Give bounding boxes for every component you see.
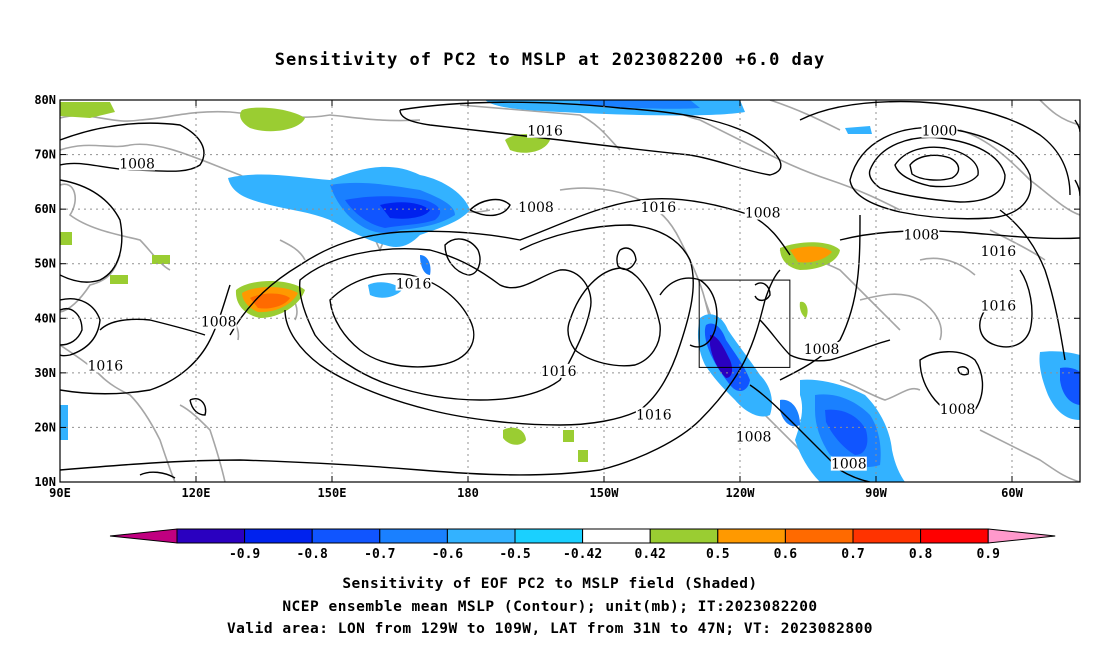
contour-label: 1008 xyxy=(518,200,554,216)
lon-tick-label: 60W xyxy=(1001,486,1023,500)
colorbar-segment xyxy=(784,528,854,544)
colorbar-segment xyxy=(920,528,989,544)
contour-label: 1016 xyxy=(396,277,432,293)
contour-label-bg xyxy=(830,456,867,471)
contour-label-bg xyxy=(395,276,432,291)
colorbar-segment xyxy=(649,528,719,544)
colorbar-segment xyxy=(446,528,516,544)
map-plot-area: 1008 1016 1000 1008 1016 1008 1008 1016 1016 1016… xyxy=(60,100,1080,482)
lat-tick-label: 10N xyxy=(34,475,56,489)
contour-label: 1008 xyxy=(745,206,781,222)
coastlines xyxy=(60,100,1080,482)
colorbar-label: -0.42 xyxy=(563,547,602,562)
contour-label-bg xyxy=(87,358,124,373)
lat-tick-label: 50N xyxy=(34,257,56,271)
contour-label: 1016 xyxy=(981,244,1017,260)
contour-label-bg xyxy=(980,243,1017,258)
page-title: Sensitivity of PC2 to MSLP at 2023082200… xyxy=(274,50,826,70)
colorbar-segment xyxy=(582,528,651,544)
contour-label-bg xyxy=(803,342,840,357)
caption-line-1: Sensitivity of EOF PC2 to MSLP field (Sh… xyxy=(342,576,758,592)
colorbar-label: -0.8 xyxy=(297,547,328,562)
contour-label: 1008 xyxy=(940,402,976,418)
contour-labels: 1008 1016 1000 1008 1016 1008 1008 1016 1016 1016… xyxy=(87,123,1017,473)
colorbar-segment xyxy=(379,528,448,544)
contour-label-bg xyxy=(921,123,958,138)
lon-tick-label: 150E xyxy=(318,486,347,500)
contour-label-bg xyxy=(119,156,156,171)
contour-label: 1016 xyxy=(641,200,677,216)
contour-label: 1008 xyxy=(119,156,155,172)
colorbar-label: -0.6 xyxy=(432,547,463,562)
contour-label: 1008 xyxy=(831,457,867,473)
colorbar xyxy=(109,528,1056,544)
colorbar-segment xyxy=(852,528,922,544)
colorbar-label: 0.9 xyxy=(976,547,999,562)
colorbar-segment xyxy=(717,528,786,544)
contour-label-bg xyxy=(518,200,554,215)
lat-tick-label: 60N xyxy=(34,202,56,216)
contour-label: 1016 xyxy=(636,408,672,424)
lon-tick-label: 90E xyxy=(49,486,71,500)
colorbar-label: 0.42 xyxy=(635,547,666,562)
lat-tick-label: 70N xyxy=(34,148,56,162)
valid-area-box xyxy=(698,279,791,368)
contour-label: 1008 xyxy=(736,429,772,445)
lon-tick-label: 150W xyxy=(590,486,620,500)
contour-label-bg xyxy=(200,314,237,329)
contour-label: 1016 xyxy=(541,364,577,380)
caption-line-3: Valid area: LON from 129W to 109W, LAT f… xyxy=(226,621,874,637)
contour-label-bg xyxy=(540,363,577,378)
colorbar-segment xyxy=(244,528,313,544)
contour-label-bg xyxy=(939,402,976,417)
colorbar-segment xyxy=(311,528,381,544)
lon-tick-label: 90W xyxy=(865,486,887,500)
contour-label: 1000 xyxy=(922,124,958,140)
contour-label: 1008 xyxy=(201,315,237,331)
lon-tick-label: 120E xyxy=(182,486,211,500)
lat-tick-label: 80N xyxy=(34,93,56,107)
contour-label: 1008 xyxy=(804,342,840,358)
colorbar-low-triangle xyxy=(109,528,178,544)
colorbar-label: 0.8 xyxy=(909,547,933,562)
latitude-axis: 80N 70N 60N 50N 40N 30N 20N 10N xyxy=(34,93,1080,489)
contour-label-bg xyxy=(744,205,781,220)
colorbar-segment xyxy=(176,528,246,544)
lat-tick-label: 20N xyxy=(34,420,56,434)
contour-label-bg xyxy=(980,298,1017,313)
contour-label: 1016 xyxy=(981,298,1017,314)
colorbar-labels: -0.9 -0.8 -0.7 -0.6 -0.5 -0.42 0.42 0.5 0.6 0.7 0.… xyxy=(229,547,1000,562)
contour-label: 1008 xyxy=(904,227,940,243)
colorbar-high-triangle xyxy=(987,528,1056,544)
mslp-contours xyxy=(60,100,1080,482)
figure-captions: Sensitivity of EOF PC2 to MSLP field (Sh… xyxy=(0,573,1100,641)
contour-label-bg xyxy=(527,123,564,138)
colorbar-segment xyxy=(514,528,584,544)
lon-tick-label: 180 xyxy=(457,486,479,500)
colorbar-label: -0.7 xyxy=(364,547,395,562)
lat-tick-label: 30N xyxy=(34,366,56,380)
caption-line-2: NCEP ensemble mean MSLP (Contour); unit(… xyxy=(282,598,818,615)
contour-label-bg xyxy=(640,200,677,215)
longitude-axis: 90E 120E 150E 180 150W 120W 90W 60W xyxy=(49,100,1024,500)
contour-label: 1016 xyxy=(88,358,124,374)
contour-label-bg xyxy=(903,227,940,242)
lat-tick-label: 40N xyxy=(34,311,56,325)
contour-label: 1016 xyxy=(527,124,563,140)
colorbar-label: -0.9 xyxy=(229,547,260,562)
colorbar-label: 0.5 xyxy=(706,547,729,562)
colorbar-label: -0.5 xyxy=(499,547,530,562)
contour-label-bg xyxy=(635,407,672,422)
colorbar-label: 0.6 xyxy=(774,547,798,562)
contour-label-bg xyxy=(735,429,772,444)
map-frame xyxy=(59,99,1081,483)
lon-tick-label: 120W xyxy=(726,486,756,500)
colorbar-label: 0.7 xyxy=(841,547,864,562)
